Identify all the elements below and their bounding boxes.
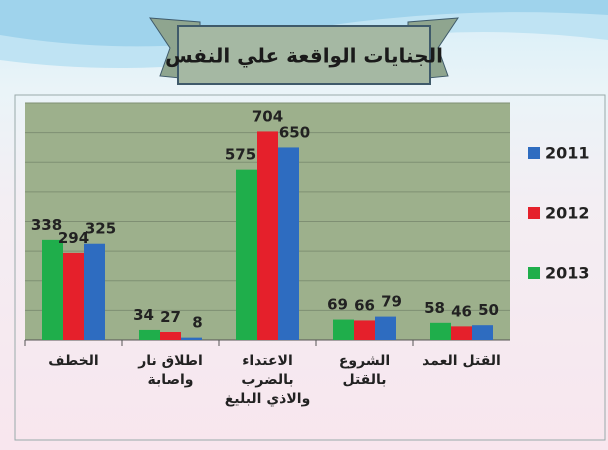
bar (84, 243, 105, 340)
legend-swatch (528, 147, 540, 159)
bar (63, 252, 84, 340)
chart-title: الجنايات الواقعة علي النفس (165, 44, 443, 69)
value-label: 50 (478, 301, 499, 319)
x-tick-label: القتل العمد (422, 353, 501, 369)
value-label: 294 (58, 229, 89, 247)
value-label: 650 (279, 123, 310, 141)
x-tick-label: الاعتداء بالضرب والاذي البليغ (224, 353, 311, 407)
chart-frame (14, 94, 606, 441)
bar (257, 131, 278, 340)
wave (0, 0, 608, 47)
legend-label: 2012 (545, 204, 590, 223)
bar (333, 319, 354, 340)
x-tick-label: اطلاق نار واصابة (138, 353, 203, 388)
value-label: 79 (381, 293, 402, 311)
bar (375, 316, 396, 340)
bar (430, 322, 451, 340)
value-label: 34 (133, 306, 154, 324)
bar (139, 329, 160, 340)
legend-label: 2013 (545, 264, 590, 283)
value-label: 66 (354, 296, 375, 314)
value-label: 325 (85, 220, 116, 238)
value-label: 27 (160, 308, 181, 326)
value-label: 704 (252, 107, 283, 125)
value-label: 338 (31, 216, 62, 234)
x-tick-label: الشروع بالقتل (338, 353, 391, 388)
value-label: 575 (225, 146, 256, 164)
legend-swatch (528, 207, 540, 219)
value-label: 58 (424, 299, 445, 317)
value-label: 8 (192, 314, 202, 332)
bar (472, 325, 493, 340)
bar (42, 239, 63, 340)
bar (451, 326, 472, 340)
bar (181, 337, 202, 340)
bar (160, 332, 181, 340)
title-banner (177, 25, 431, 85)
legend-swatch (528, 267, 540, 279)
value-label: 46 (451, 302, 472, 320)
bar (236, 169, 257, 340)
x-tick-label: الخطف (48, 353, 99, 369)
bar (354, 320, 375, 340)
bar (278, 147, 299, 340)
value-label: 69 (327, 296, 348, 314)
legend-label: 2011 (545, 144, 590, 163)
